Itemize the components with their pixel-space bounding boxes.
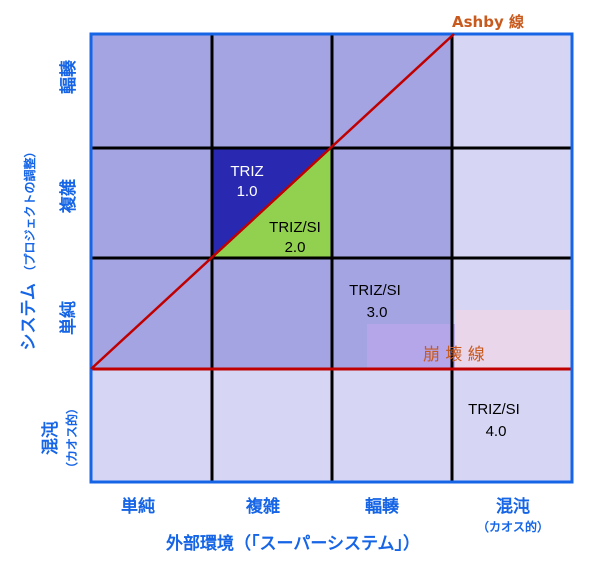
y-axis-title: システム （プロジェクトの調整）: [19, 145, 39, 350]
y-axis-title-main: システム: [19, 283, 39, 351]
triz-si2-label-line1: TRIZ/SI: [269, 219, 321, 236]
y-tick-chaos: 混沌: [40, 421, 61, 455]
collapse-band: [455, 310, 570, 368]
ashby-line: [90, 33, 455, 370]
collapse-line-label: 崩 壊 線: [423, 345, 485, 365]
grid-cell: [452, 369, 572, 482]
grid-cell: [91, 148, 212, 258]
x-axis-title: 外部環境（「スーパーシステム」）: [166, 533, 420, 554]
grid-cell: [91, 34, 212, 148]
triz1-label-line1: TRIZ: [230, 163, 263, 180]
triz-si4-label-line1: TRIZ/SI: [468, 401, 520, 418]
triz-si2-label-line2: 2.0: [285, 239, 306, 256]
x-tick-complex: 複雑: [245, 496, 280, 517]
grid-cell: [332, 148, 452, 258]
grid-cell: [91, 369, 212, 482]
diagram-border: [89, 32, 574, 484]
y-tick-complex: 複雑: [58, 179, 79, 214]
grid-cells: [91, 34, 572, 482]
grid-cell: [452, 148, 572, 258]
y-tick-simple: 単純: [58, 301, 79, 335]
x-tick-simple: 単純: [121, 496, 155, 517]
triz-si3-label-line2: 3.0: [367, 304, 388, 321]
grid-cell: [212, 34, 332, 148]
grid-cell: [332, 369, 452, 482]
collapse-band-inner: [367, 324, 455, 368]
grid-cell: [452, 34, 572, 148]
y-axis-title-sub: （プロジェクトの調整）: [22, 145, 37, 277]
x-tick-congested: 輻輳: [365, 496, 400, 517]
grid-cell: [212, 258, 332, 369]
y-tick-congested: 輻輳: [58, 59, 79, 94]
triz-si3-label-line1: TRIZ/SI: [349, 282, 401, 299]
ashby-line-label: Ashby 線: [452, 13, 524, 31]
grid-cell: [212, 369, 332, 482]
triz-si4-label-line2: 4.0: [486, 423, 507, 440]
y-tick-chaos-sub: （カオス的）: [64, 402, 79, 474]
triz1-label-line2: 1.0: [237, 183, 258, 200]
x-tick-chaos-sub: （カオス的）: [477, 519, 549, 534]
x-tick-chaos: 混沌: [496, 496, 530, 517]
